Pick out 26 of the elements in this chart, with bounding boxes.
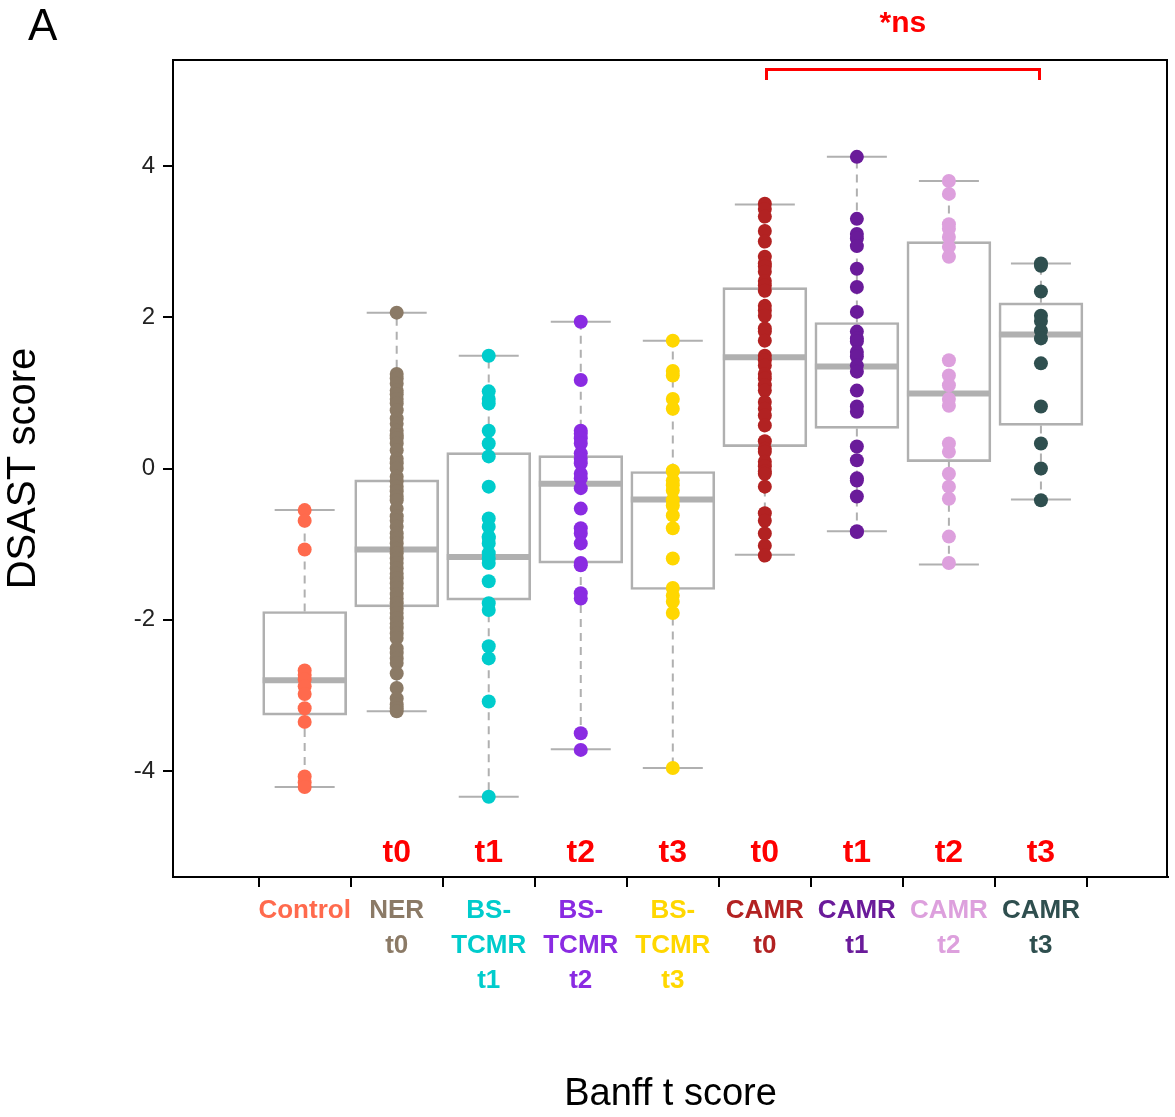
annotation: t1 bbox=[842, 832, 872, 869]
x-tick-label: CAMR t3 bbox=[1001, 893, 1081, 959]
y-tick-label: -4 bbox=[133, 755, 155, 783]
x-tick-label: Control bbox=[258, 893, 351, 924]
text: A bbox=[28, 0, 58, 50]
x-axis-title: Banff t score bbox=[564, 1070, 777, 1113]
annotation: t2 bbox=[934, 832, 964, 869]
text: *ns bbox=[879, 5, 927, 39]
x-tick-label: BS- TCMR t3 bbox=[635, 893, 711, 994]
y-tick-label: 4 bbox=[141, 150, 155, 178]
x-tick-label: BS- TCMR t2 bbox=[543, 893, 619, 994]
y-tick-label: 2 bbox=[141, 301, 155, 329]
annotation: t3 bbox=[1026, 832, 1056, 869]
annotation: t2 bbox=[566, 832, 595, 869]
annotation: t1 bbox=[474, 832, 503, 869]
annotation: t3 bbox=[658, 832, 688, 869]
annotation: t0 bbox=[382, 832, 411, 869]
y-tick-label: 0 bbox=[141, 453, 155, 481]
x-tick-label: NER t0 bbox=[369, 893, 425, 959]
x-tick-label: CAMR t2 bbox=[909, 893, 989, 959]
x-tick-label: BS- TCMR t1 bbox=[451, 893, 527, 994]
y-axis-title: DSAST score bbox=[0, 347, 44, 590]
x-tick-label: CAMR t1 bbox=[817, 893, 897, 959]
x-tick-label: CAMR t0 bbox=[725, 893, 805, 959]
y-tick-label: -2 bbox=[133, 604, 155, 632]
annotation: t0 bbox=[750, 832, 780, 869]
